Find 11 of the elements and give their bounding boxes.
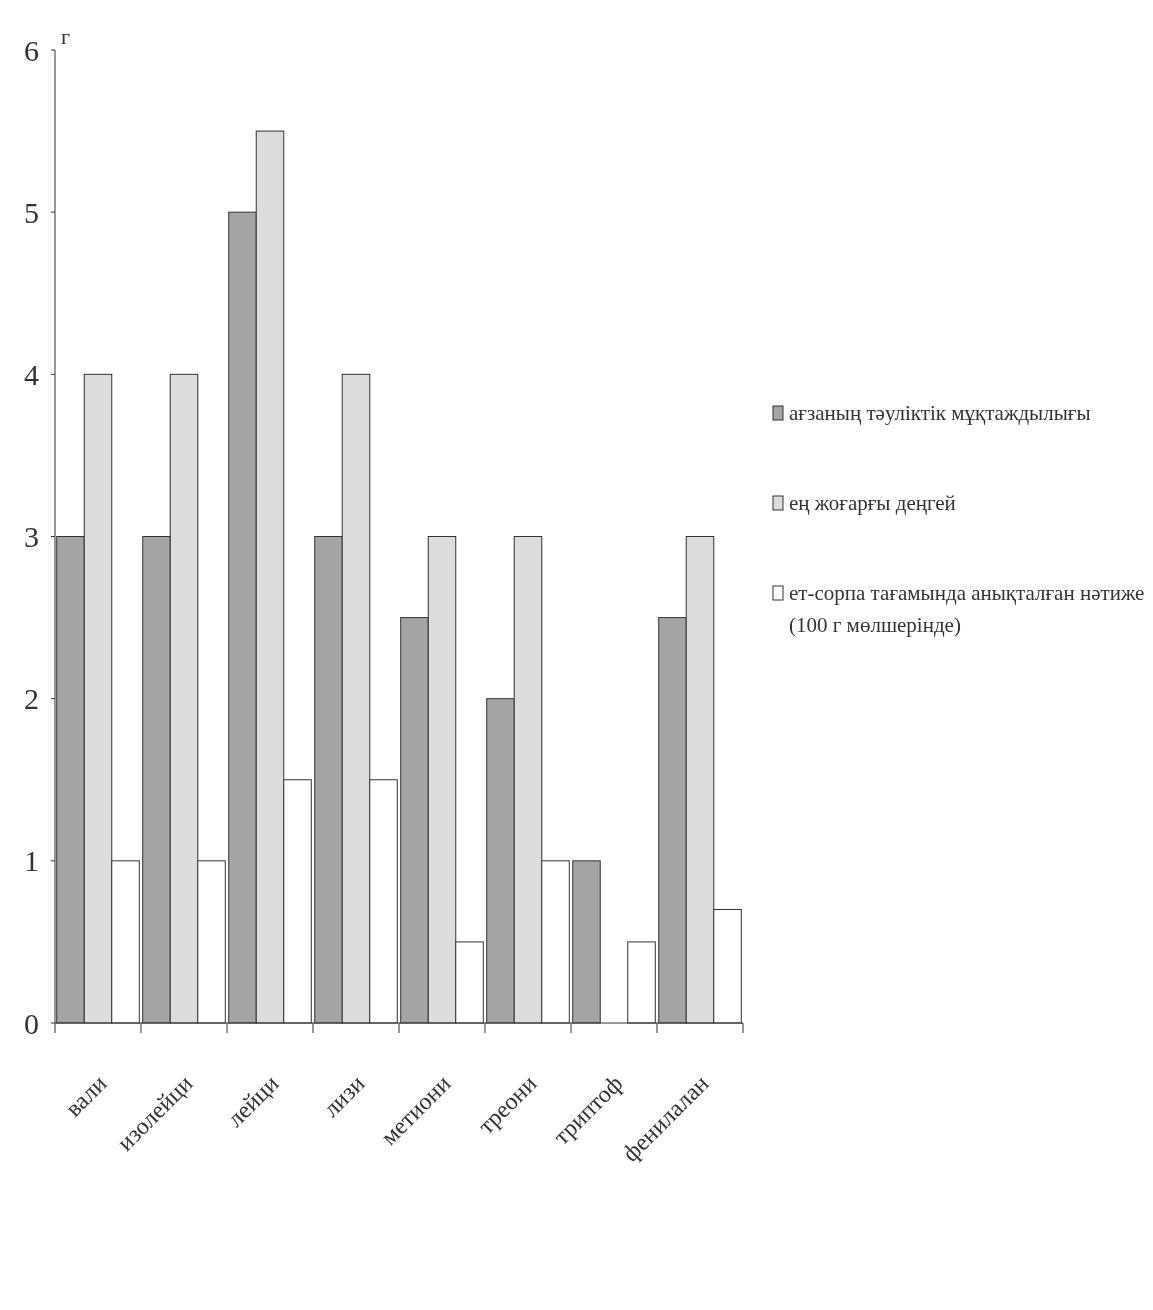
y-tick-label: 5 [24,195,39,229]
y-tick-label: 6 [24,33,39,67]
legend-label: ағзаның тәуліктік мұқтаждылығы [789,401,1091,425]
y-tick-label: 4 [24,357,39,391]
legend-label: ең жоғарғы деңгей [789,491,956,515]
y-tick-label: 0 [24,1006,39,1040]
y-axis-title: г [61,24,71,49]
y-tick-label: 2 [24,682,39,716]
legend-label: ет-сорпа тағамында анықталған нәтиже (100 г мөлшерінде) [789,581,1145,637]
y-tick-label: 1 [24,844,39,878]
y-tick-label: 3 [24,520,39,553]
